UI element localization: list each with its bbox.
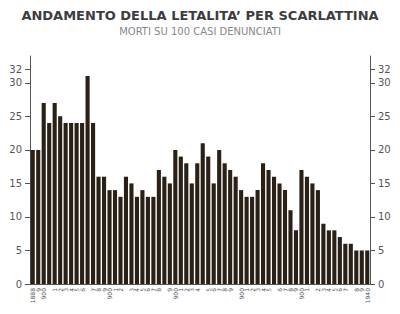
svg-text:7: 7 (342, 288, 349, 292)
svg-text:6: 6 (210, 288, 218, 292)
svg-text:2: 2 (117, 288, 124, 292)
svg-text:8: 8 (95, 288, 102, 292)
svg-text:2: 2 (248, 288, 256, 292)
svg-text:9: 9 (227, 288, 234, 292)
svg-text:1: 1 (111, 288, 119, 292)
svg-text:8: 8 (287, 288, 294, 292)
svg-text:3: 3 (319, 288, 327, 292)
svg-text:9: 9 (34, 288, 42, 292)
svg-text:5: 5 (378, 245, 384, 256)
svg-text:1: 1 (51, 288, 59, 292)
svg-text:3: 3 (62, 288, 70, 292)
svg-text:6: 6 (336, 288, 344, 292)
svg-text:8: 8 (221, 288, 229, 292)
svg-text:9: 9 (358, 288, 366, 292)
svg-text:5: 5 (265, 288, 272, 292)
svg-text:25: 25 (9, 111, 22, 122)
svg-text:5: 5 (73, 288, 81, 292)
svg-text:8: 8 (352, 288, 360, 292)
svg-text:8: 8 (155, 288, 162, 292)
svg-text:3: 3 (254, 288, 262, 292)
svg-text:MORTI SU 100 CASI DENUNCIATI: MORTI SU 100 CASI DENUNCIATI (119, 26, 281, 37)
svg-text:900: 900 (171, 288, 179, 300)
svg-text:9: 9 (100, 288, 108, 292)
svg-text:10: 10 (9, 211, 22, 222)
svg-text:32: 32 (9, 64, 22, 75)
svg-text:1888: 1888 (29, 288, 37, 304)
svg-text:ANDAMENTO DELLA LETALITA’ PER: ANDAMENTO DELLA LETALITA’ PER SCARLATTIN… (21, 8, 378, 23)
svg-text:900: 900 (106, 288, 113, 300)
svg-text:1: 1 (303, 288, 310, 292)
svg-text:4: 4 (133, 288, 141, 292)
svg-text:2: 2 (314, 288, 322, 292)
svg-text:7: 7 (89, 288, 97, 292)
svg-text:6: 6 (79, 288, 86, 292)
svg-text:1: 1 (243, 288, 251, 292)
svg-text:30: 30 (378, 77, 391, 88)
svg-text:15: 15 (9, 178, 22, 189)
svg-text:4: 4 (325, 288, 333, 292)
svg-text:5: 5 (138, 288, 146, 292)
svg-text:4: 4 (259, 288, 267, 292)
svg-text:32: 32 (378, 64, 391, 75)
svg-text:5: 5 (330, 288, 338, 292)
svg-text:3: 3 (128, 288, 135, 292)
svg-text:7: 7 (149, 288, 157, 292)
svg-text:4: 4 (194, 288, 201, 292)
svg-text:20: 20 (9, 144, 22, 155)
svg-text:7: 7 (215, 288, 223, 292)
svg-text:6: 6 (276, 288, 283, 292)
svg-text:4: 4 (67, 288, 75, 292)
svg-text:3: 3 (188, 288, 196, 292)
svg-text:10: 10 (378, 211, 391, 222)
svg-text:900: 900 (298, 288, 305, 300)
svg-text:6: 6 (144, 288, 152, 292)
svg-text:2: 2 (56, 288, 64, 292)
svg-text:25: 25 (378, 111, 391, 122)
svg-text:7: 7 (281, 288, 289, 292)
svg-text:0: 0 (378, 279, 384, 290)
svg-text:900: 900 (40, 288, 47, 300)
svg-text:1: 1 (177, 288, 185, 292)
svg-text:20: 20 (378, 144, 391, 155)
svg-text:9: 9 (292, 288, 300, 292)
svg-text:30: 30 (9, 77, 22, 88)
svg-text:900: 900 (237, 288, 245, 300)
svg-text:9: 9 (166, 288, 174, 292)
svg-text:15: 15 (378, 178, 391, 189)
svg-text:5: 5 (16, 245, 22, 256)
svg-text:0: 0 (16, 279, 22, 290)
svg-text:2: 2 (182, 288, 190, 292)
svg-text:1940: 1940 (364, 288, 371, 303)
svg-text:5: 5 (204, 288, 212, 292)
